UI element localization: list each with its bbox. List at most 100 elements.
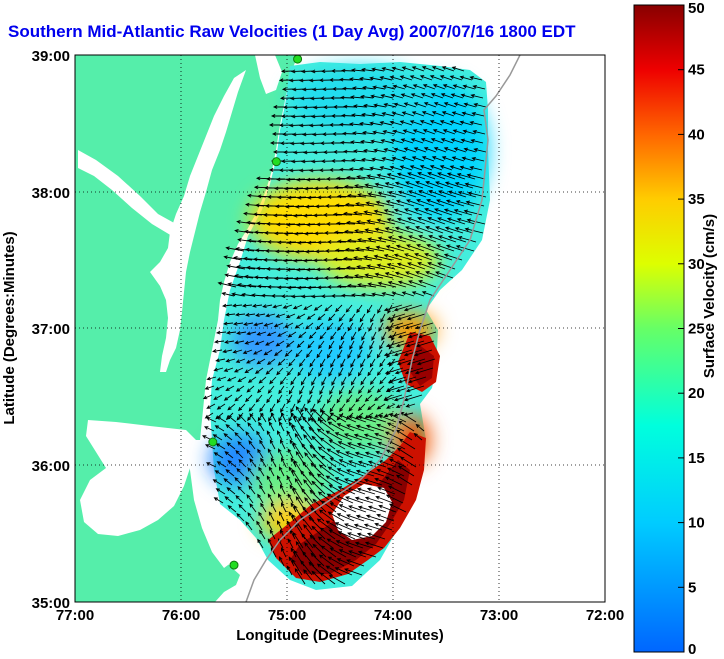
velocity-arrow bbox=[397, 465, 415, 477]
velocity-arrow bbox=[327, 394, 333, 404]
velocity-arrow bbox=[338, 459, 357, 468]
velocity-arrow bbox=[217, 281, 237, 288]
velocity-arrow bbox=[347, 322, 354, 332]
velocity-arrow bbox=[288, 123, 303, 128]
velocity-arrow bbox=[386, 403, 396, 409]
velocity-arrow bbox=[385, 200, 405, 207]
velocity-arrow bbox=[393, 102, 407, 108]
velocity-arrow bbox=[384, 182, 404, 189]
velocity-arrow bbox=[307, 394, 313, 404]
velocity-arrow bbox=[378, 414, 397, 423]
velocity-arrow bbox=[375, 245, 395, 252]
velocity-arrow bbox=[443, 102, 457, 108]
velocity-arrow bbox=[370, 313, 376, 323]
velocity-arrow bbox=[423, 102, 437, 108]
velocity-arrow bbox=[266, 475, 273, 486]
velocity-arrow bbox=[338, 167, 353, 172]
velocity-arrow bbox=[393, 394, 413, 402]
velocity-arrow bbox=[231, 292, 245, 297]
velocity-arrow bbox=[276, 430, 283, 441]
velocity-arrow bbox=[328, 529, 346, 540]
velocity-arrow bbox=[249, 413, 257, 423]
velocity-arrow bbox=[377, 304, 383, 314]
velocity-arrow bbox=[330, 331, 337, 341]
velocity-arrow bbox=[367, 403, 376, 411]
velocity-arrow bbox=[430, 138, 444, 144]
velocity-arrow bbox=[366, 264, 386, 270]
velocity-arrow bbox=[418, 190, 437, 198]
velocity-arrow bbox=[336, 468, 355, 477]
velocity-arrow bbox=[216, 461, 227, 468]
velocity-arrow bbox=[385, 494, 404, 504]
velocity-arrow bbox=[206, 376, 217, 381]
velocity-arrow bbox=[374, 432, 393, 441]
velocity-arrow bbox=[357, 193, 377, 198]
velocity-arrow bbox=[349, 77, 363, 82]
velocity-arrow bbox=[363, 255, 383, 261]
velocity-arrow bbox=[284, 349, 293, 357]
velocity-arrow bbox=[402, 129, 416, 135]
velocity-arrow bbox=[327, 556, 345, 567]
velocity-arrow bbox=[287, 538, 294, 549]
velocity-arrow bbox=[403, 147, 417, 153]
velocity-arrow bbox=[370, 139, 384, 144]
velocity-arrow bbox=[320, 545, 337, 558]
velocity-arrow bbox=[440, 93, 454, 99]
velocity-arrow bbox=[336, 239, 357, 244]
velocity-arrow bbox=[320, 410, 337, 423]
velocity-arrow bbox=[346, 265, 366, 270]
velocity-arrow bbox=[417, 262, 436, 270]
velocity-arrow bbox=[215, 358, 226, 363]
velocity-arrow bbox=[395, 385, 415, 393]
velocity-arrow bbox=[320, 500, 337, 513]
velocity-arrow bbox=[323, 231, 344, 235]
velocity-arrow bbox=[345, 304, 353, 313]
velocity-arrow bbox=[272, 258, 293, 263]
velocity-arrow bbox=[347, 283, 367, 288]
velocity-arrow bbox=[327, 466, 345, 477]
velocity-arrow bbox=[355, 247, 375, 252]
velocity-arrow bbox=[354, 541, 374, 549]
velocity-arrow bbox=[308, 426, 323, 441]
map-grid bbox=[75, 55, 605, 602]
velocity-arrow bbox=[286, 240, 307, 245]
velocity-arrow bbox=[318, 509, 335, 522]
velocity-arrow bbox=[280, 403, 286, 413]
velocity-arrow bbox=[275, 177, 296, 182]
velocity-arrow bbox=[238, 414, 247, 423]
velocity-arrow bbox=[328, 340, 335, 350]
velocity-arrow bbox=[421, 66, 435, 72]
velocity-arrow bbox=[310, 552, 325, 567]
velocity-arrow bbox=[215, 488, 226, 495]
velocity-arrow bbox=[391, 111, 405, 117]
velocity-arrow bbox=[389, 75, 403, 81]
velocity-arrow bbox=[336, 513, 355, 522]
velocity-arrow bbox=[437, 217, 456, 225]
velocity-arrow bbox=[432, 129, 446, 135]
velocity-arrow bbox=[306, 313, 316, 320]
lon-tick-label: 74:00 bbox=[374, 607, 412, 624]
velocity-arrow bbox=[247, 422, 255, 432]
velocity-arrow bbox=[346, 424, 365, 432]
velocity-arrow bbox=[334, 248, 355, 253]
velocity-arrow bbox=[369, 358, 376, 368]
velocity-arrow bbox=[348, 415, 367, 423]
velocity-arrow bbox=[313, 304, 323, 311]
velocity-arrow bbox=[381, 331, 387, 341]
velocity-arrow bbox=[357, 505, 377, 513]
velocity-arrow bbox=[401, 156, 415, 162]
velocity-arrow bbox=[387, 191, 407, 198]
velocity-arrow bbox=[383, 394, 403, 402]
velocity-arrow bbox=[353, 256, 373, 261]
velocity-arrow bbox=[255, 394, 263, 403]
velocity-arrow bbox=[290, 502, 297, 513]
velocity-arrow bbox=[310, 462, 325, 477]
velocity-arrow bbox=[223, 321, 234, 326]
velocity-arrow bbox=[248, 403, 256, 412]
velocity-arrow bbox=[274, 349, 283, 357]
velocity-arrow bbox=[424, 253, 443, 261]
velocity-arrow bbox=[443, 208, 463, 216]
plot-title: Southern Mid-Atlantic Raw Velocities (1 … bbox=[8, 22, 576, 41]
velocity-arrow bbox=[320, 403, 326, 413]
velocity-arrow bbox=[400, 138, 414, 144]
